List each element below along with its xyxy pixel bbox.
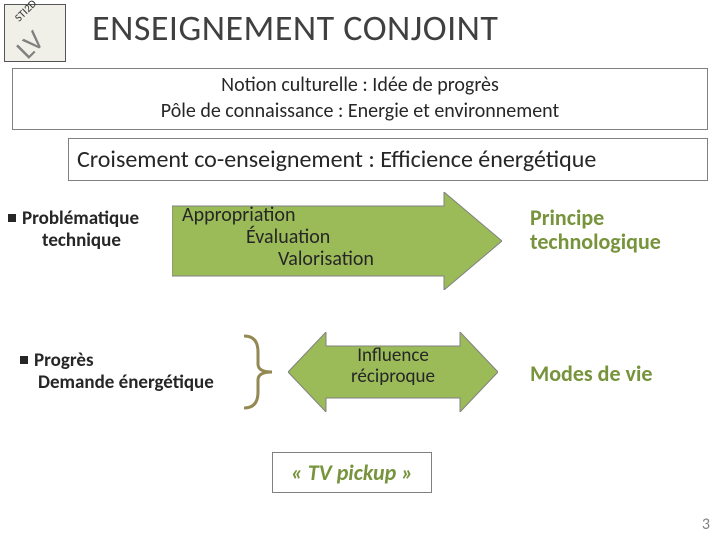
bullet2-line1: Progrès xyxy=(34,349,94,372)
bullet1-line1: Problématique xyxy=(22,207,139,230)
bullet-icon xyxy=(20,356,28,364)
bullet-progres: Progrès Demande énergétique xyxy=(20,350,240,394)
bullet-problematique: Problématique technique xyxy=(8,208,188,252)
right-label-modes: Modes de vie xyxy=(530,360,652,387)
page-number: 3 xyxy=(702,515,710,534)
logo-lv-label: LV xyxy=(8,23,51,66)
right1-line2: technologique xyxy=(530,230,661,254)
arrow1-t2: Évaluation xyxy=(246,226,462,248)
subtitle-line1: Notion culturelle : Idée de progrès xyxy=(13,73,707,97)
page-title: ENSEIGNEMENT CONJOINT xyxy=(92,6,498,50)
subtitle-line2: Pôle de connaissance : Energie et enviro… xyxy=(13,99,707,123)
arrow1-t3: Valorisation xyxy=(278,248,462,270)
double-arrow-text: Influence réciproque xyxy=(326,346,460,388)
da-t2: réciproque xyxy=(326,367,460,388)
right1-line1: Principe xyxy=(530,206,661,230)
bullet2-line2: Demande énergétique xyxy=(38,372,240,394)
da-t1: Influence xyxy=(326,346,460,367)
bullet1-line2: technique xyxy=(42,230,188,252)
crossing-box: Croisement co-enseignement : Efficience … xyxy=(68,138,708,181)
tv-pickup-box: « TV pickup » xyxy=(272,452,432,493)
logo-sti2d-label: STI2D xyxy=(12,0,39,24)
bullet-icon xyxy=(8,214,16,222)
right-label-principe: Principe technologique xyxy=(530,206,661,254)
subtitle-box: Notion culturelle : Idée de progrès Pôle… xyxy=(12,68,708,130)
arrow-right-text: Appropriation Évaluation Valorisation xyxy=(182,204,462,270)
arrow1-t1: Appropriation xyxy=(182,204,462,226)
brace-icon xyxy=(238,332,278,412)
logo-box: STI2D LV xyxy=(4,4,66,62)
